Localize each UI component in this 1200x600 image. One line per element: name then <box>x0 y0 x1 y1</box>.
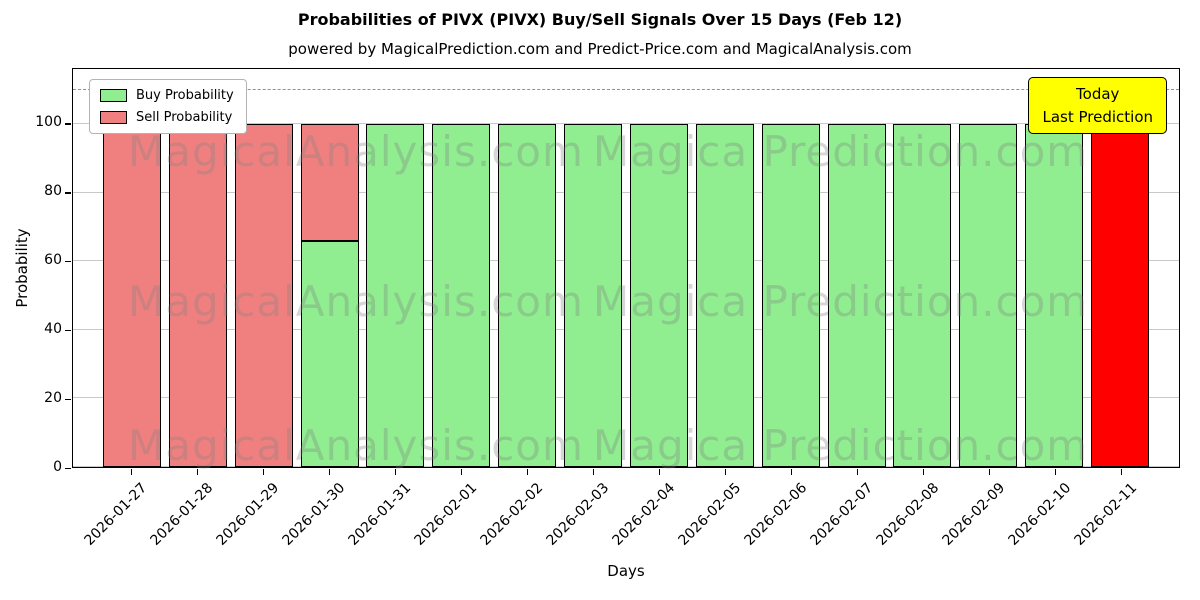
x-tick-label: 2026-02-09 <box>939 480 1009 549</box>
gridline <box>73 191 1179 193</box>
x-tick-mark <box>197 469 199 475</box>
y-tick-label: 100 <box>35 114 62 131</box>
x-tick-label: 2026-01-28 <box>147 480 217 549</box>
x-tick-mark <box>791 469 793 475</box>
gridline <box>73 328 1179 330</box>
buy-segment <box>1025 123 1084 467</box>
legend-buy-swatch <box>100 89 127 102</box>
bar-2026-01-31 <box>363 69 429 467</box>
threshold-dashed-line <box>73 88 1179 90</box>
buy-segment <box>564 123 623 467</box>
x-tick-mark <box>395 469 397 475</box>
chart-subtitle: powered by MagicalPrediction.com and Pre… <box>288 40 912 58</box>
x-tick-label: 2026-01-27 <box>81 480 151 549</box>
x-tick-label: 2026-02-06 <box>741 480 811 549</box>
x-tick-mark <box>659 469 661 475</box>
annotation-line2: Last Prediction <box>1042 107 1153 126</box>
y-tick-mark <box>65 261 71 263</box>
gridline <box>73 466 1179 467</box>
y-tick-mark <box>65 192 71 194</box>
y-tick-mark <box>65 399 71 401</box>
buy-segment <box>629 123 688 467</box>
buy-segment <box>432 123 491 467</box>
y-tick-mark <box>65 468 71 470</box>
x-tick-label: 2026-02-10 <box>1005 480 1075 549</box>
bar-2026-02-03 <box>560 69 626 467</box>
bar-2026-02-08 <box>890 69 956 467</box>
buy-segment <box>695 123 754 467</box>
x-tick-mark <box>527 469 529 475</box>
x-tick-label: 2026-02-11 <box>1071 480 1141 549</box>
bar-2026-02-06 <box>758 69 824 467</box>
bar-2026-02-04 <box>626 69 692 467</box>
legend-row-sell: Sell Probability <box>100 110 234 125</box>
legend-sell-swatch <box>100 111 127 124</box>
buy-segment <box>366 123 425 467</box>
bar-2026-02-01 <box>428 69 494 467</box>
x-tick-mark <box>1121 469 1123 475</box>
gridline <box>73 122 1179 124</box>
bar-2026-01-29 <box>231 69 297 467</box>
gridline <box>73 260 1179 262</box>
x-tick-label: 2026-02-02 <box>477 480 547 549</box>
x-axis-label: Days <box>607 562 645 580</box>
y-tick-label: 40 <box>44 321 62 338</box>
x-tick-label: 2026-02-03 <box>543 480 613 549</box>
sell-segment <box>168 123 227 467</box>
bar-2026-02-05 <box>692 69 758 467</box>
buy-segment <box>959 123 1018 467</box>
sell-segment <box>234 123 293 467</box>
bar-2026-01-30 <box>297 69 363 467</box>
plot-area: Buy Probability Sell Probability Today L… <box>72 68 1180 470</box>
x-tick-mark <box>923 469 925 475</box>
legend-buy-label: Buy Probability <box>136 88 234 103</box>
x-tick-mark <box>593 469 595 475</box>
buy-segment <box>827 123 886 467</box>
y-tick-mark <box>65 123 71 125</box>
buy-segment <box>893 123 952 467</box>
today-annotation: Today Last Prediction <box>1028 77 1167 134</box>
bar-2026-02-11 <box>1087 69 1153 467</box>
x-tick-label: 2026-02-05 <box>675 480 745 549</box>
sell-segment <box>1091 123 1150 467</box>
y-tick-label: 20 <box>44 390 62 407</box>
bar-2026-02-02 <box>494 69 560 467</box>
y-tick-label: 60 <box>44 252 62 269</box>
x-tick-mark <box>329 469 331 475</box>
x-tick-mark <box>857 469 859 475</box>
x-tick-label: 2026-02-07 <box>807 480 877 549</box>
x-tick-mark <box>989 469 991 475</box>
x-tick-mark <box>461 469 463 475</box>
x-tick-mark <box>725 469 727 475</box>
bars-container <box>73 69 1179 467</box>
sell-segment <box>102 123 161 467</box>
y-tick-label: 0 <box>53 459 62 475</box>
buy-segment <box>761 123 820 467</box>
legend: Buy Probability Sell Probability <box>89 79 247 134</box>
x-tick-mark <box>131 469 133 475</box>
x-tick-label: 2026-02-01 <box>411 480 481 549</box>
buy-segment <box>498 123 557 467</box>
x-tick-mark <box>1055 469 1057 475</box>
x-tick-label: 2026-02-04 <box>609 480 679 549</box>
bar-2026-02-09 <box>955 69 1021 467</box>
x-tick-label: 2026-01-31 <box>345 480 415 549</box>
x-tick-label: 2026-01-29 <box>213 480 283 549</box>
chart-title: Probabilities of PIVX (PIVX) Buy/Sell Si… <box>297 10 903 29</box>
annotation-line1: Today <box>1076 85 1120 103</box>
y-tick-mark <box>65 330 71 332</box>
legend-sell-label: Sell Probability <box>136 110 233 125</box>
x-tick-label: 2026-02-08 <box>873 480 943 549</box>
gridline <box>73 397 1179 399</box>
y-tick-label: 80 <box>44 183 62 200</box>
sell-segment <box>300 123 359 241</box>
x-tick-mark <box>263 469 265 475</box>
x-tick-label: 2026-01-30 <box>279 480 349 549</box>
bar-2026-01-27 <box>99 69 165 467</box>
legend-row-buy: Buy Probability <box>100 88 234 103</box>
bar-2026-01-28 <box>165 69 231 467</box>
bar-2026-02-07 <box>824 69 890 467</box>
buy-segment <box>300 240 359 467</box>
